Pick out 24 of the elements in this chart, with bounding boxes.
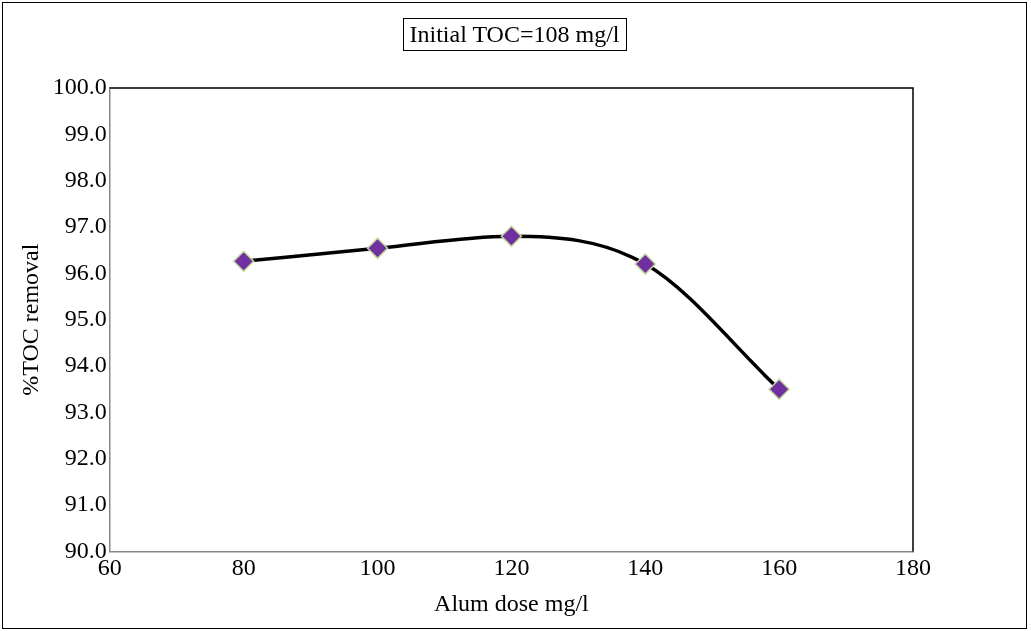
y-axis-title: %TOC removal bbox=[16, 243, 43, 396]
x-tick-label: 80 bbox=[231, 554, 256, 581]
chart-title: Initial TOC=108 mg/l bbox=[402, 18, 627, 51]
y-tick-label: 92.0 bbox=[64, 444, 107, 471]
x-axis-title: Alum dose mg/l bbox=[434, 589, 590, 616]
y-tick-label: 94.0 bbox=[64, 351, 107, 378]
y-tick-label: 100.0 bbox=[52, 73, 107, 100]
x-tick-label: 140 bbox=[627, 554, 664, 581]
y-tick-label: 97.0 bbox=[64, 212, 107, 239]
x-tick-label: 180 bbox=[895, 554, 931, 581]
y-tick-label: 98.0 bbox=[64, 165, 107, 192]
point bbox=[634, 253, 657, 275]
point bbox=[366, 237, 389, 260]
point bbox=[768, 378, 790, 400]
point bbox=[232, 250, 255, 273]
y-tick-label: 96.0 bbox=[64, 258, 107, 285]
x-tick-label: 100 bbox=[359, 554, 396, 581]
y-tick-label: 95.0 bbox=[64, 305, 107, 331]
y-tick-label: 93.0 bbox=[64, 397, 107, 424]
y-tick-label: 99.0 bbox=[64, 119, 107, 146]
x-tick-label: 120 bbox=[493, 554, 530, 581]
x-tick-label: 160 bbox=[761, 554, 798, 581]
point bbox=[500, 225, 523, 248]
y-tick-label: 91.0 bbox=[64, 490, 107, 517]
